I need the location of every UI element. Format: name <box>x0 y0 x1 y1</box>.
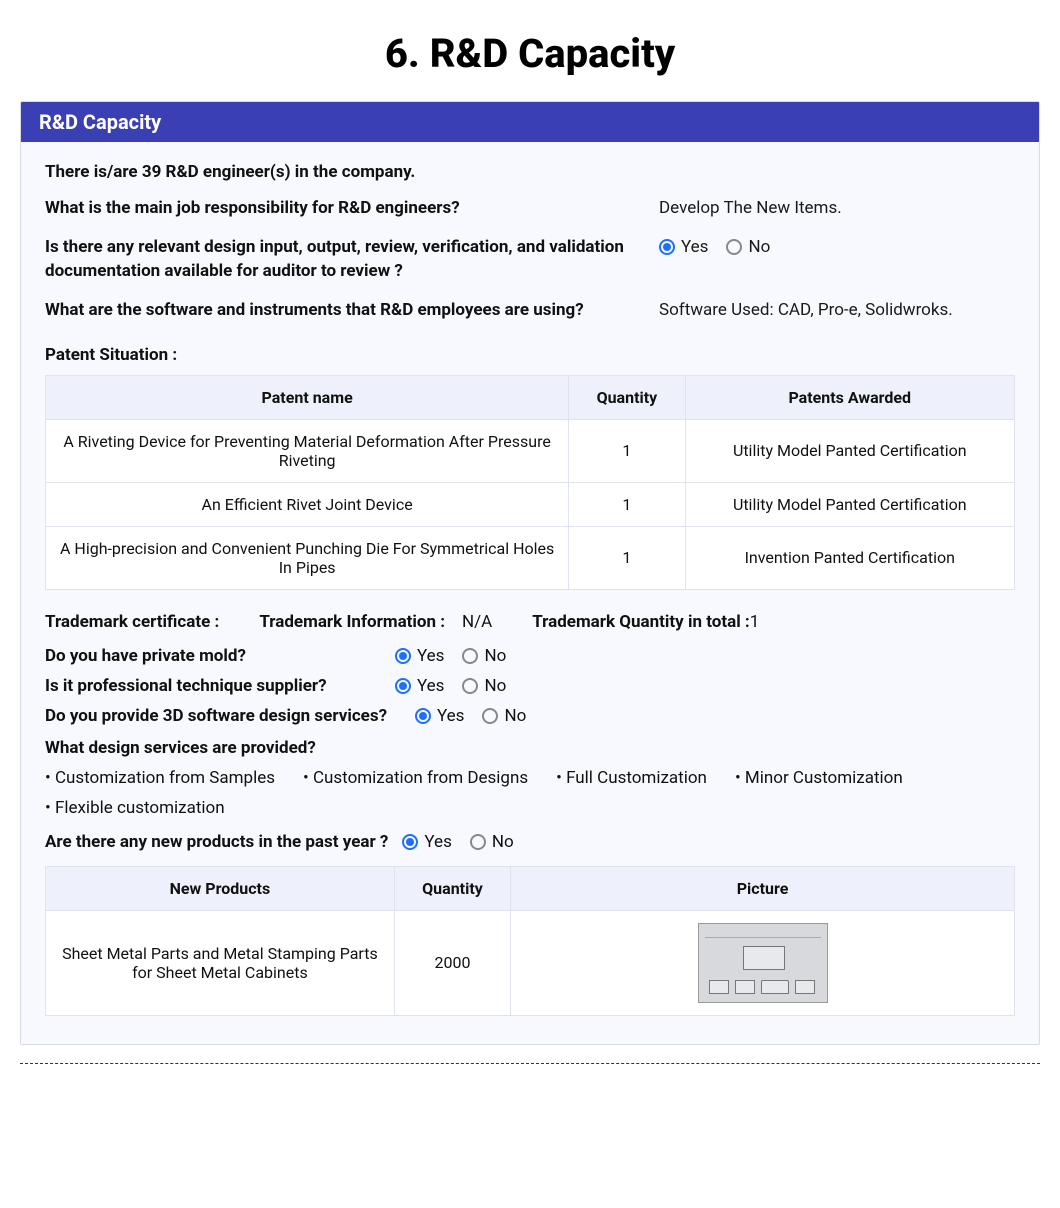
new-products-question-row: Are there any new products in the past y… <box>45 832 1015 852</box>
radio-option-no[interactable]: No <box>726 235 770 260</box>
radio-option-yes[interactable]: Yes <box>415 706 464 726</box>
radio-icon <box>462 648 478 664</box>
radio-label: No <box>492 832 514 852</box>
cell-product-name: Sheet Metal Parts and Metal Stamping Par… <box>46 910 395 1015</box>
engineer-count-statement: There is/are 39 R&D engineer(s) in the c… <box>45 162 1015 182</box>
yn-row: Do you provide 3D software design servic… <box>45 706 1015 726</box>
new-products-table: New Products Quantity Picture Sheet Meta… <box>45 866 1015 1016</box>
radio-group: Yes No <box>395 676 506 696</box>
table-header-row: Patent name Quantity Patents Awarded <box>46 375 1015 419</box>
th-new-products: New Products <box>46 866 395 910</box>
question-private-mold: Do you have private mold? <box>45 646 395 666</box>
design-services-label: What design services are provided? <box>45 738 1015 758</box>
list-item: Customization from Samples <box>45 768 275 788</box>
trademark-cert: Trademark certificate : <box>45 612 219 632</box>
patent-table: Patent name Quantity Patents Awarded A R… <box>45 375 1015 590</box>
radio-option-no[interactable]: No <box>470 832 514 852</box>
radio-label: No <box>504 706 526 726</box>
question-documentation: Is there any relevant design input, outp… <box>45 235 635 284</box>
th-quantity: Quantity <box>394 866 510 910</box>
design-services-list: Customization from Samples Customization… <box>45 768 1015 818</box>
panel-body: There is/are 39 R&D engineer(s) in the c… <box>21 142 1039 1044</box>
th-quantity: Quantity <box>569 375 685 419</box>
cell-patent-name: A High-precision and Convenient Punching… <box>46 526 569 589</box>
qa-row: What is the main job responsibility for … <box>45 196 1015 221</box>
answer-documentation: Yes No <box>659 235 1015 284</box>
qa-row: Is there any relevant design input, outp… <box>45 235 1015 284</box>
cell-quantity: 1 <box>569 482 685 526</box>
radio-icon <box>402 834 418 850</box>
th-patent-name: Patent name <box>46 375 569 419</box>
question-main-job: What is the main job responsibility for … <box>45 196 635 221</box>
yn-row: Do you have private mold? Yes No <box>45 646 1015 666</box>
radio-icon <box>726 239 742 255</box>
panel-header: R&D Capacity <box>21 102 1039 142</box>
cell-quantity: 1 <box>569 526 685 589</box>
radio-group: Yes No <box>395 646 506 666</box>
table-row: An Efficient Rivet Joint Device 1 Utilit… <box>46 482 1015 526</box>
radio-group: Yes No <box>659 235 1015 260</box>
list-item: Flexible customization <box>45 798 225 818</box>
radio-icon <box>470 834 486 850</box>
table-row: Sheet Metal Parts and Metal Stamping Par… <box>46 910 1015 1015</box>
question-professional-supplier: Is it professional technique supplier? <box>45 676 395 696</box>
radio-option-yes[interactable]: Yes <box>395 646 444 666</box>
page-title: 6. R&D Capacity <box>20 30 1040 77</box>
cell-award: Invention Panted Certification <box>685 526 1014 589</box>
trademark-info: Trademark Information : N/A <box>259 612 492 632</box>
radio-icon <box>395 678 411 694</box>
table-row: A Riveting Device for Preventing Materia… <box>46 419 1015 482</box>
radio-option-no[interactable]: No <box>482 706 526 726</box>
radio-option-no[interactable]: No <box>462 676 506 696</box>
patent-situation-label: Patent Situation : <box>45 345 1015 365</box>
radio-option-yes[interactable]: Yes <box>402 832 451 852</box>
radio-label: No <box>484 646 506 666</box>
product-drawing-thumbnail <box>698 923 828 1003</box>
rd-capacity-panel: R&D Capacity There is/are 39 R&D enginee… <box>20 101 1040 1045</box>
page-divider <box>20 1063 1040 1064</box>
list-item: Full Customization <box>556 768 707 788</box>
radio-group: Yes No <box>402 832 513 852</box>
radio-icon <box>395 648 411 664</box>
radio-label: Yes <box>424 832 451 852</box>
radio-option-no[interactable]: No <box>462 646 506 666</box>
radio-label: Yes <box>417 676 444 696</box>
radio-label: Yes <box>681 235 708 260</box>
list-item: Customization from Designs <box>303 768 528 788</box>
radio-label: Yes <box>417 646 444 666</box>
cell-picture <box>511 910 1015 1015</box>
table-header-row: New Products Quantity Picture <box>46 866 1015 910</box>
radio-option-yes[interactable]: Yes <box>395 676 444 696</box>
radio-label: Yes <box>437 706 464 726</box>
trademark-qty: Trademark Quantity in total :1 <box>532 612 759 632</box>
th-patents-awarded: Patents Awarded <box>685 375 1014 419</box>
radio-label: No <box>484 676 506 696</box>
th-picture: Picture <box>511 866 1015 910</box>
radio-icon <box>462 678 478 694</box>
answer-main-job: Develop The New Items. <box>659 196 1015 221</box>
cell-patent-name: An Efficient Rivet Joint Device <box>46 482 569 526</box>
trademark-row: Trademark certificate : Trademark Inform… <box>45 612 1015 632</box>
question-3d-design: Do you provide 3D software design servic… <box>45 706 415 726</box>
qa-row: What are the software and instruments th… <box>45 298 1015 323</box>
radio-icon <box>659 239 675 255</box>
list-item: Minor Customization <box>735 768 903 788</box>
question-software: What are the software and instruments th… <box>45 298 635 323</box>
question-new-products: Are there any new products in the past y… <box>45 832 388 852</box>
radio-icon <box>482 708 498 724</box>
radio-label: No <box>748 235 770 260</box>
cell-award: Utility Model Panted Certification <box>685 419 1014 482</box>
cell-award: Utility Model Panted Certification <box>685 482 1014 526</box>
table-row: A High-precision and Convenient Punching… <box>46 526 1015 589</box>
cell-quantity: 1 <box>569 419 685 482</box>
radio-icon <box>415 708 431 724</box>
cell-patent-name: A Riveting Device for Preventing Materia… <box>46 419 569 482</box>
answer-software: Software Used: CAD, Pro-e, Solidwroks. <box>659 298 1015 323</box>
radio-option-yes[interactable]: Yes <box>659 235 708 260</box>
yn-row: Is it professional technique supplier? Y… <box>45 676 1015 696</box>
cell-quantity: 2000 <box>394 910 510 1015</box>
radio-group: Yes No <box>415 706 526 726</box>
